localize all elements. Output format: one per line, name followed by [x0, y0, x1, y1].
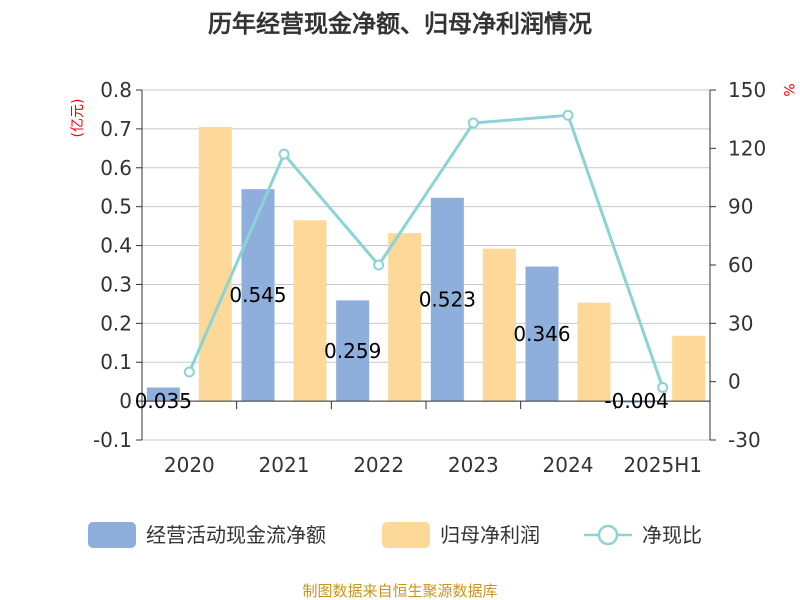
- data-label: 0.545: [229, 283, 286, 307]
- x-tick-label: 2020: [164, 453, 215, 477]
- ratio-point: [373, 259, 385, 271]
- axes: 0.8 0.7 0.6 0.5 0.4 0.3 0.2 0.1 0 -0.1 150 120 90 60 3…: [93, 78, 766, 477]
- source-note: 制图数据来自恒生聚源数据库: [302, 582, 497, 600]
- bar-net-profit: [198, 126, 232, 402]
- legend: 经营活动现金流净额 归母净利润 净现比: [88, 522, 702, 548]
- bar-net-profit: [577, 302, 611, 402]
- x-tick-label: 2023: [448, 453, 499, 477]
- legend-swatch: [382, 522, 430, 548]
- bar-net-profit: [482, 248, 516, 402]
- legend-marker: [597, 524, 619, 546]
- left-tick-label: 0.5: [100, 195, 132, 219]
- data-labels: 0.035 0.545 0.259 0.523 0.346 -0.004: [135, 283, 669, 413]
- ratio-line-path: [187, 113, 665, 388]
- ratio-point: [183, 366, 195, 378]
- bar-operating-cash-flow: [146, 387, 180, 402]
- data-label: 0.035: [135, 389, 192, 413]
- left-tick-label: 0.6: [100, 156, 132, 180]
- data-label: 0.259: [324, 339, 381, 363]
- left-tick-label: -0.1: [93, 428, 132, 452]
- legend-label: 经营活动现金流净额: [146, 523, 326, 547]
- x-tick-label: 2021: [259, 453, 310, 477]
- bar-operating-cash-flow: [336, 300, 370, 402]
- left-tick-label: 0.8: [100, 78, 132, 102]
- right-tick-label: 120: [728, 136, 766, 160]
- ratio-point: [278, 148, 290, 160]
- left-tick-label: 0.4: [100, 234, 132, 258]
- ratio-line: [183, 109, 669, 393]
- left-tick-label: 0.2: [100, 311, 132, 335]
- right-tick-label: 90: [728, 195, 753, 219]
- bar-net-profit: [293, 220, 327, 402]
- x-tick-label: 2025H1: [623, 453, 702, 477]
- bar-net-profit: [388, 233, 422, 402]
- legend-net-profit: 归母净利润: [382, 522, 540, 548]
- data-label: 0.346: [513, 322, 570, 346]
- right-tick-label: 30: [728, 311, 753, 335]
- bar-net-profit: [672, 335, 706, 402]
- ratio-point: [657, 382, 669, 393]
- data-label: 0.523: [419, 287, 476, 311]
- left-tick-label: 0: [119, 389, 132, 413]
- bar-operating-cash-flow: [620, 401, 654, 403]
- bars: [146, 126, 706, 403]
- bar-operating-cash-flow: [525, 266, 559, 402]
- chart-title: 历年经营现金净额、归母净利润情况: [208, 10, 592, 38]
- x-tick-label: 2022: [353, 453, 404, 477]
- right-tick-label: 0: [728, 370, 741, 394]
- right-axis-unit: %: [780, 83, 796, 96]
- legend-ratio: 净现比: [584, 523, 702, 547]
- right-tick-label: -30: [728, 428, 761, 452]
- right-tick-label: 150: [728, 78, 766, 102]
- left-tick-label: 0.1: [100, 350, 132, 374]
- right-tick-label: 60: [728, 253, 753, 277]
- bar-operating-cash-flow: [430, 197, 464, 402]
- left-tick-label: 0.7: [100, 117, 132, 141]
- left-axis-unit: (亿元): [70, 99, 86, 138]
- data-label: -0.004: [604, 389, 668, 413]
- bar-operating-cash-flow: [241, 189, 275, 402]
- legend-label: 净现比: [642, 523, 702, 547]
- ratio-point: [467, 117, 479, 129]
- legend-swatch: [88, 522, 136, 548]
- left-tick-label: 0.3: [100, 272, 132, 296]
- x-tick-label: 2024: [543, 453, 594, 477]
- legend-label: 归母净利润: [440, 523, 540, 547]
- ratio-point: [562, 109, 574, 121]
- legend-operating-cash-flow: 经营活动现金流净额: [88, 522, 326, 548]
